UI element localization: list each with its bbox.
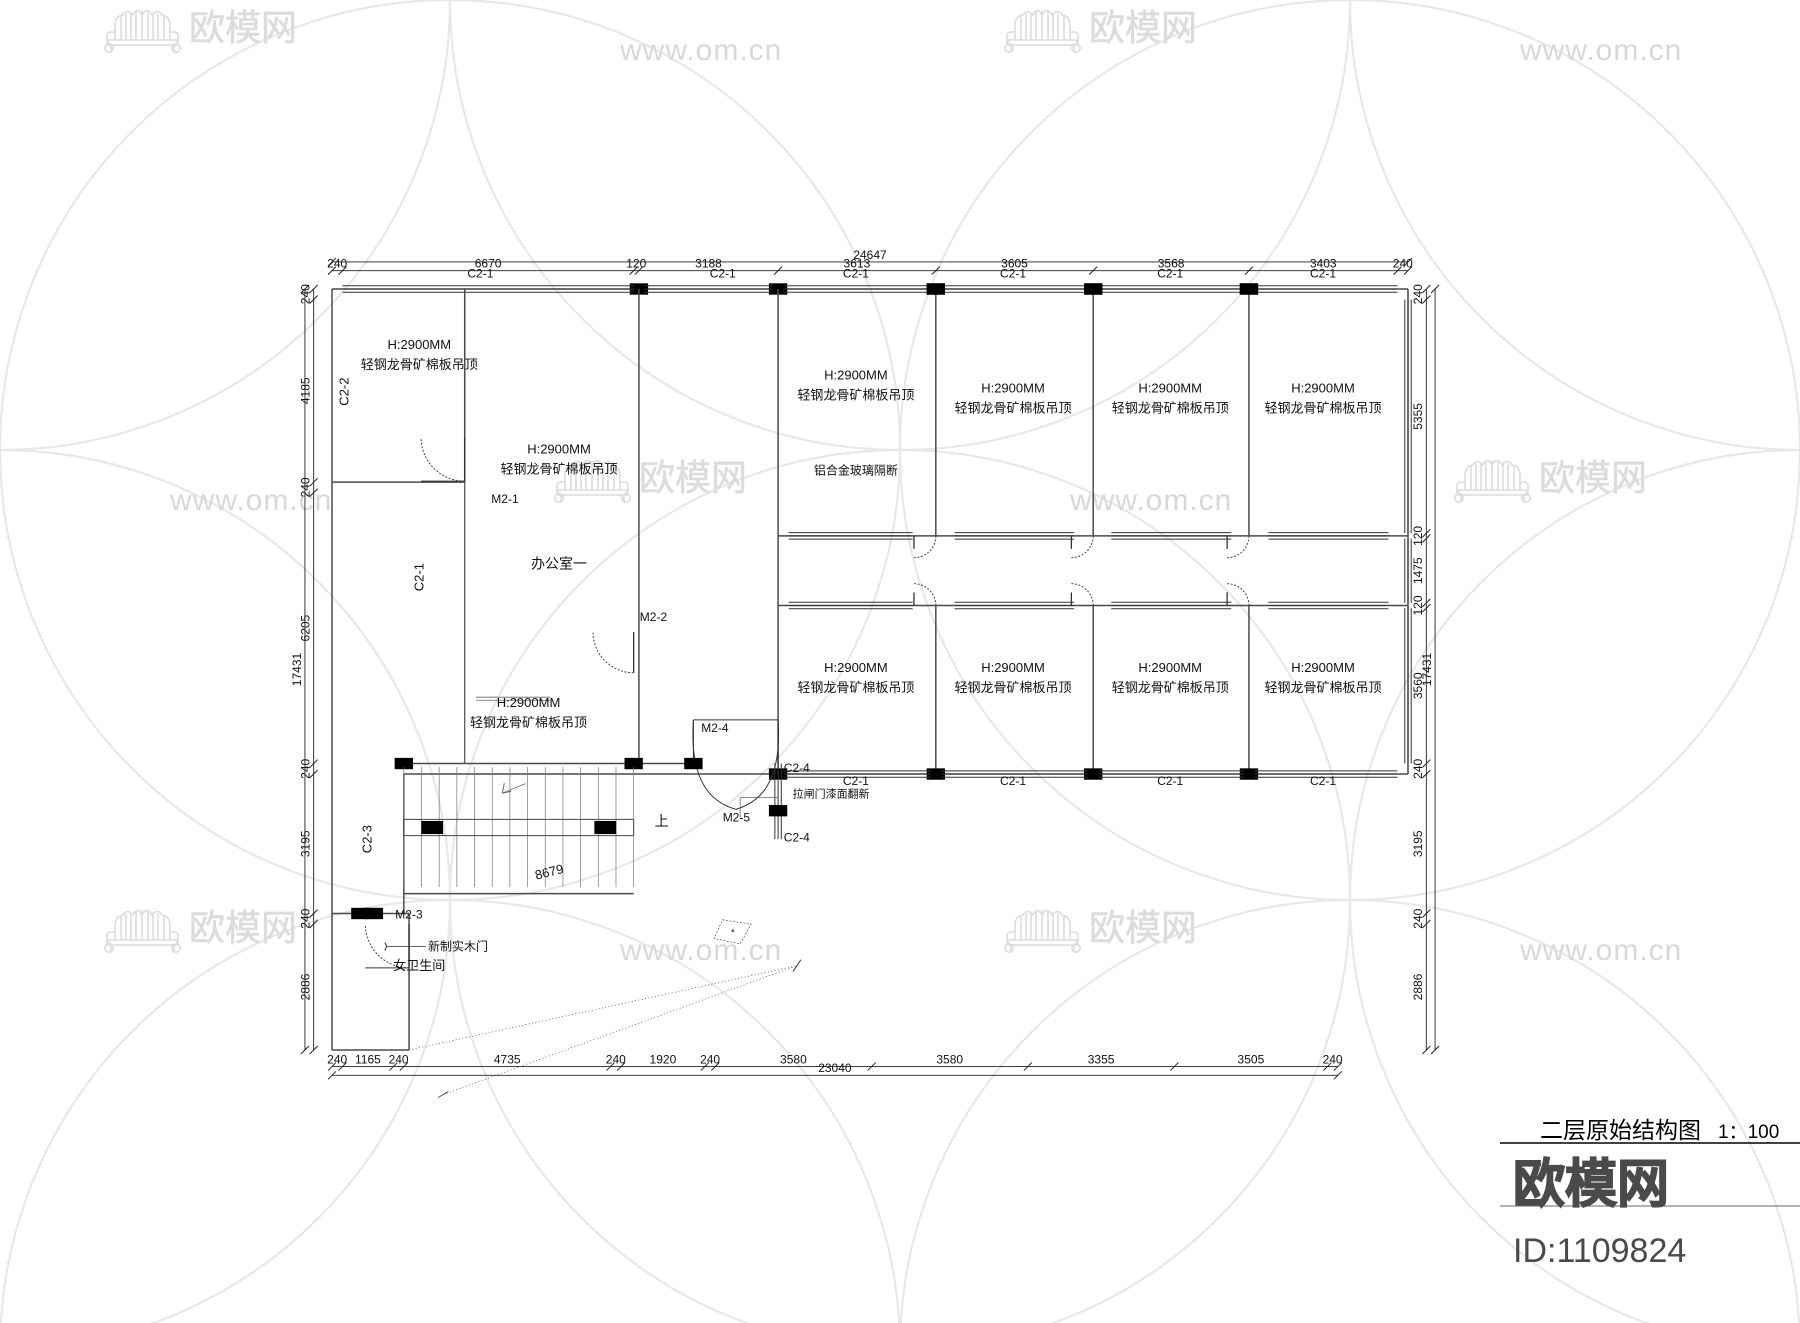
svg-text:轻钢龙骨矿棉板吊顶: 轻钢龙骨矿棉板吊顶 [797, 680, 914, 695]
svg-text:C2-4: C2-4 [784, 830, 810, 844]
svg-text:3355: 3355 [1088, 1053, 1115, 1067]
svg-text:1165: 1165 [355, 1053, 381, 1067]
svg-text:4185: 4185 [299, 377, 313, 404]
svg-text:轻钢龙骨矿棉板吊顶: 轻钢龙骨矿棉板吊顶 [361, 357, 478, 372]
svg-text:8679: 8679 [533, 861, 565, 883]
svg-text:H:2900MM: H:2900MM [824, 367, 888, 382]
svg-text:240: 240 [700, 1053, 720, 1067]
svg-text:3605: 3605 [1001, 257, 1028, 271]
svg-text:6205: 6205 [299, 614, 313, 641]
svg-text:铝合金玻璃隔断: 铝合金玻璃隔断 [814, 463, 898, 478]
svg-text:女卫生间: 女卫生间 [393, 958, 445, 973]
svg-text:24647: 24647 [853, 248, 887, 262]
svg-text:H:2900MM: H:2900MM [824, 660, 888, 675]
svg-text:H:2900MM: H:2900MM [527, 442, 591, 457]
svg-text:1475: 1475 [1411, 557, 1425, 584]
svg-text:120: 120 [1411, 595, 1425, 615]
svg-text:M2-4: M2-4 [701, 721, 729, 735]
svg-text:H:2900MM: H:2900MM [981, 660, 1045, 675]
svg-text:轻钢龙骨矿棉板吊顶: 轻钢龙骨矿棉板吊顶 [954, 401, 1071, 416]
svg-text:H:2900MM: H:2900MM [388, 337, 452, 352]
svg-text:240: 240 [389, 1053, 409, 1067]
svg-text:轻钢龙骨矿棉板吊顶: 轻钢龙骨矿棉板吊顶 [1264, 401, 1381, 416]
svg-text:3403: 3403 [1310, 257, 1337, 271]
svg-text:M2-1: M2-1 [491, 492, 519, 506]
svg-text:17431: 17431 [1420, 652, 1434, 686]
svg-text:240: 240 [299, 477, 313, 497]
svg-text:C2-1: C2-1 [843, 774, 869, 788]
svg-text:17431: 17431 [290, 652, 304, 686]
svg-text:H:2900MM: H:2900MM [1138, 660, 1202, 675]
svg-text:轻钢龙骨矿棉板吊顶: 轻钢龙骨矿棉板吊顶 [470, 715, 587, 730]
svg-text:5355: 5355 [1411, 403, 1425, 430]
svg-text:轻钢龙骨矿棉板吊顶: 轻钢龙骨矿棉板吊顶 [500, 462, 617, 477]
svg-text:3188: 3188 [695, 257, 722, 271]
svg-text:H:2900MM: H:2900MM [1291, 660, 1355, 675]
svg-text:3195: 3195 [299, 830, 313, 857]
svg-text:M2-5: M2-5 [723, 811, 751, 825]
svg-text:H:2900MM: H:2900MM [981, 381, 1045, 396]
svg-text:轻钢龙骨矿棉板吊顶: 轻钢龙骨矿棉板吊顶 [1264, 680, 1381, 695]
svg-text:C2-4: C2-4 [784, 761, 810, 775]
svg-text:3580: 3580 [780, 1053, 807, 1067]
svg-text:2886: 2886 [299, 973, 313, 1000]
svg-text:轻钢龙骨矿棉板吊顶: 轻钢龙骨矿棉板吊顶 [797, 388, 914, 403]
svg-text:3505: 3505 [1238, 1053, 1265, 1067]
svg-text:6670: 6670 [475, 257, 502, 271]
svg-text:新制实木门: 新制实木门 [428, 938, 488, 953]
svg-text:上: 上 [655, 813, 669, 829]
svg-text:C2-1: C2-1 [1000, 774, 1026, 788]
svg-text:240: 240 [299, 908, 313, 928]
svg-text:H:2900MM: H:2900MM [1291, 381, 1355, 396]
svg-text:3195: 3195 [1411, 830, 1425, 857]
svg-text:240: 240 [1411, 284, 1425, 304]
svg-text:240: 240 [606, 1053, 626, 1067]
svg-text:C2-1: C2-1 [1157, 774, 1183, 788]
svg-text:H:2900MM: H:2900MM [1138, 381, 1202, 396]
svg-text:240: 240 [1323, 1053, 1343, 1067]
svg-text:拉闸门漆面翻新: 拉闸门漆面翻新 [793, 787, 870, 801]
svg-text:4735: 4735 [494, 1053, 521, 1067]
svg-text:3580: 3580 [936, 1053, 963, 1067]
svg-text:120: 120 [1411, 526, 1425, 546]
svg-text:C2-2: C2-2 [337, 378, 352, 406]
svg-text:240: 240 [1393, 257, 1413, 271]
svg-text:C2-1: C2-1 [1310, 774, 1336, 788]
svg-text:120: 120 [626, 257, 646, 271]
svg-text:240: 240 [1411, 758, 1425, 778]
svg-text:2886: 2886 [1411, 973, 1425, 1000]
svg-text:M2-3: M2-3 [395, 908, 423, 922]
svg-text:轻钢龙骨矿棉板吊顶: 轻钢龙骨矿棉板吊顶 [1112, 401, 1229, 416]
svg-text:H:2900MM: H:2900MM [497, 695, 561, 710]
svg-text:240: 240 [299, 284, 313, 304]
svg-text:办公室一: 办公室一 [531, 555, 587, 571]
svg-text:C2-1: C2-1 [412, 563, 427, 591]
svg-text:240: 240 [1411, 908, 1425, 928]
svg-text:240: 240 [299, 758, 313, 778]
svg-text:M2-2: M2-2 [640, 610, 668, 624]
svg-text:轻钢龙骨矿棉板吊顶: 轻钢龙骨矿棉板吊顶 [954, 680, 1071, 695]
svg-text:3568: 3568 [1158, 257, 1185, 271]
svg-text:1920: 1920 [650, 1053, 677, 1067]
svg-text:240: 240 [327, 1053, 347, 1067]
svg-text:C2-3: C2-3 [359, 825, 374, 853]
svg-text:轻钢龙骨矿棉板吊顶: 轻钢龙骨矿棉板吊顶 [1112, 680, 1229, 695]
svg-text:23040: 23040 [818, 1061, 852, 1075]
